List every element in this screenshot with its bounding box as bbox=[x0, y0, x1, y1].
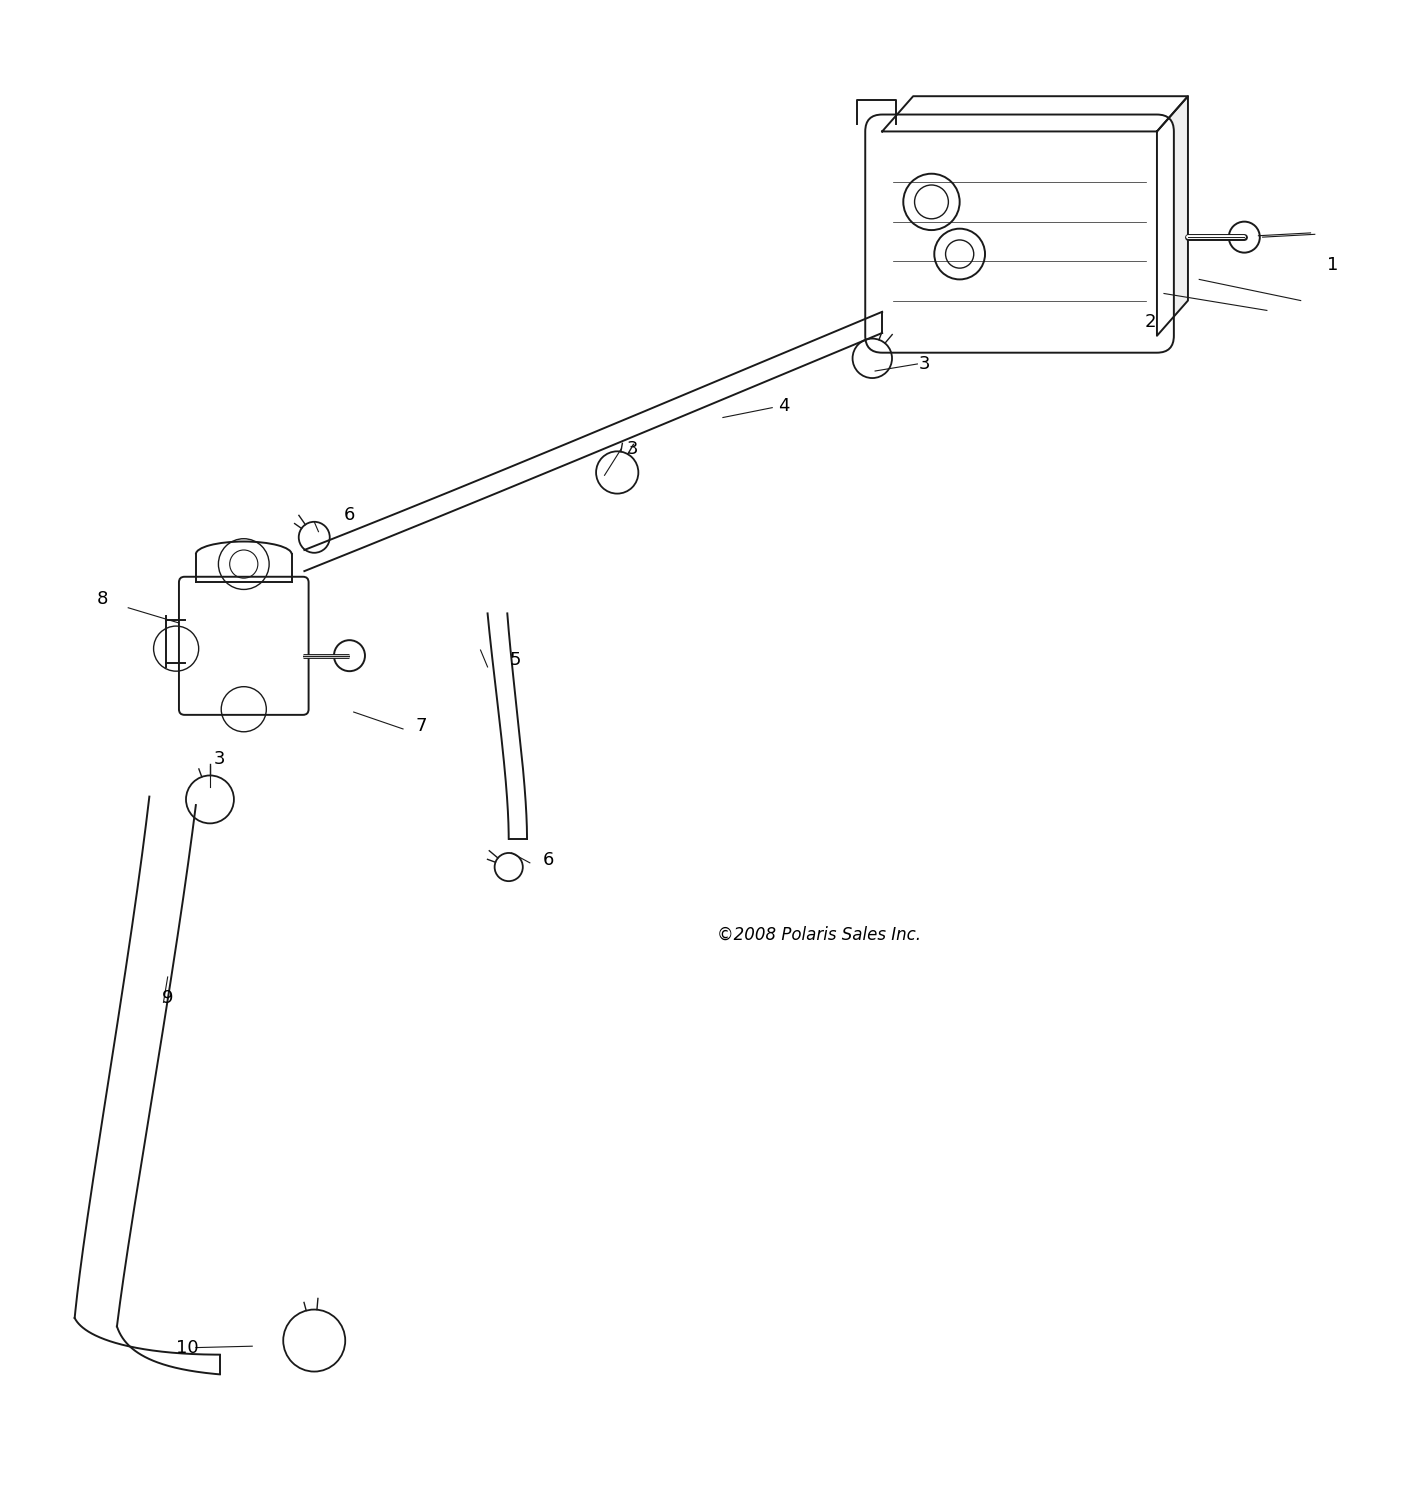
Text: ©2008 Polaris Sales Inc.: ©2008 Polaris Sales Inc. bbox=[717, 926, 921, 944]
Text: 6: 6 bbox=[542, 851, 554, 869]
Text: 3: 3 bbox=[919, 355, 931, 373]
Text: 7: 7 bbox=[415, 717, 426, 735]
Text: 1: 1 bbox=[1327, 257, 1339, 275]
Text: 6: 6 bbox=[343, 505, 356, 523]
Text: 2: 2 bbox=[1144, 313, 1155, 331]
Text: 3: 3 bbox=[215, 750, 226, 768]
Text: 10: 10 bbox=[176, 1339, 199, 1357]
FancyBboxPatch shape bbox=[866, 114, 1173, 353]
Text: 3: 3 bbox=[627, 439, 638, 457]
Polygon shape bbox=[1156, 96, 1187, 335]
Text: 8: 8 bbox=[97, 591, 109, 609]
Text: 9: 9 bbox=[162, 989, 174, 1007]
Text: 4: 4 bbox=[778, 397, 789, 415]
FancyBboxPatch shape bbox=[179, 577, 309, 715]
Polygon shape bbox=[882, 96, 1187, 131]
Text: 5: 5 bbox=[510, 651, 521, 669]
